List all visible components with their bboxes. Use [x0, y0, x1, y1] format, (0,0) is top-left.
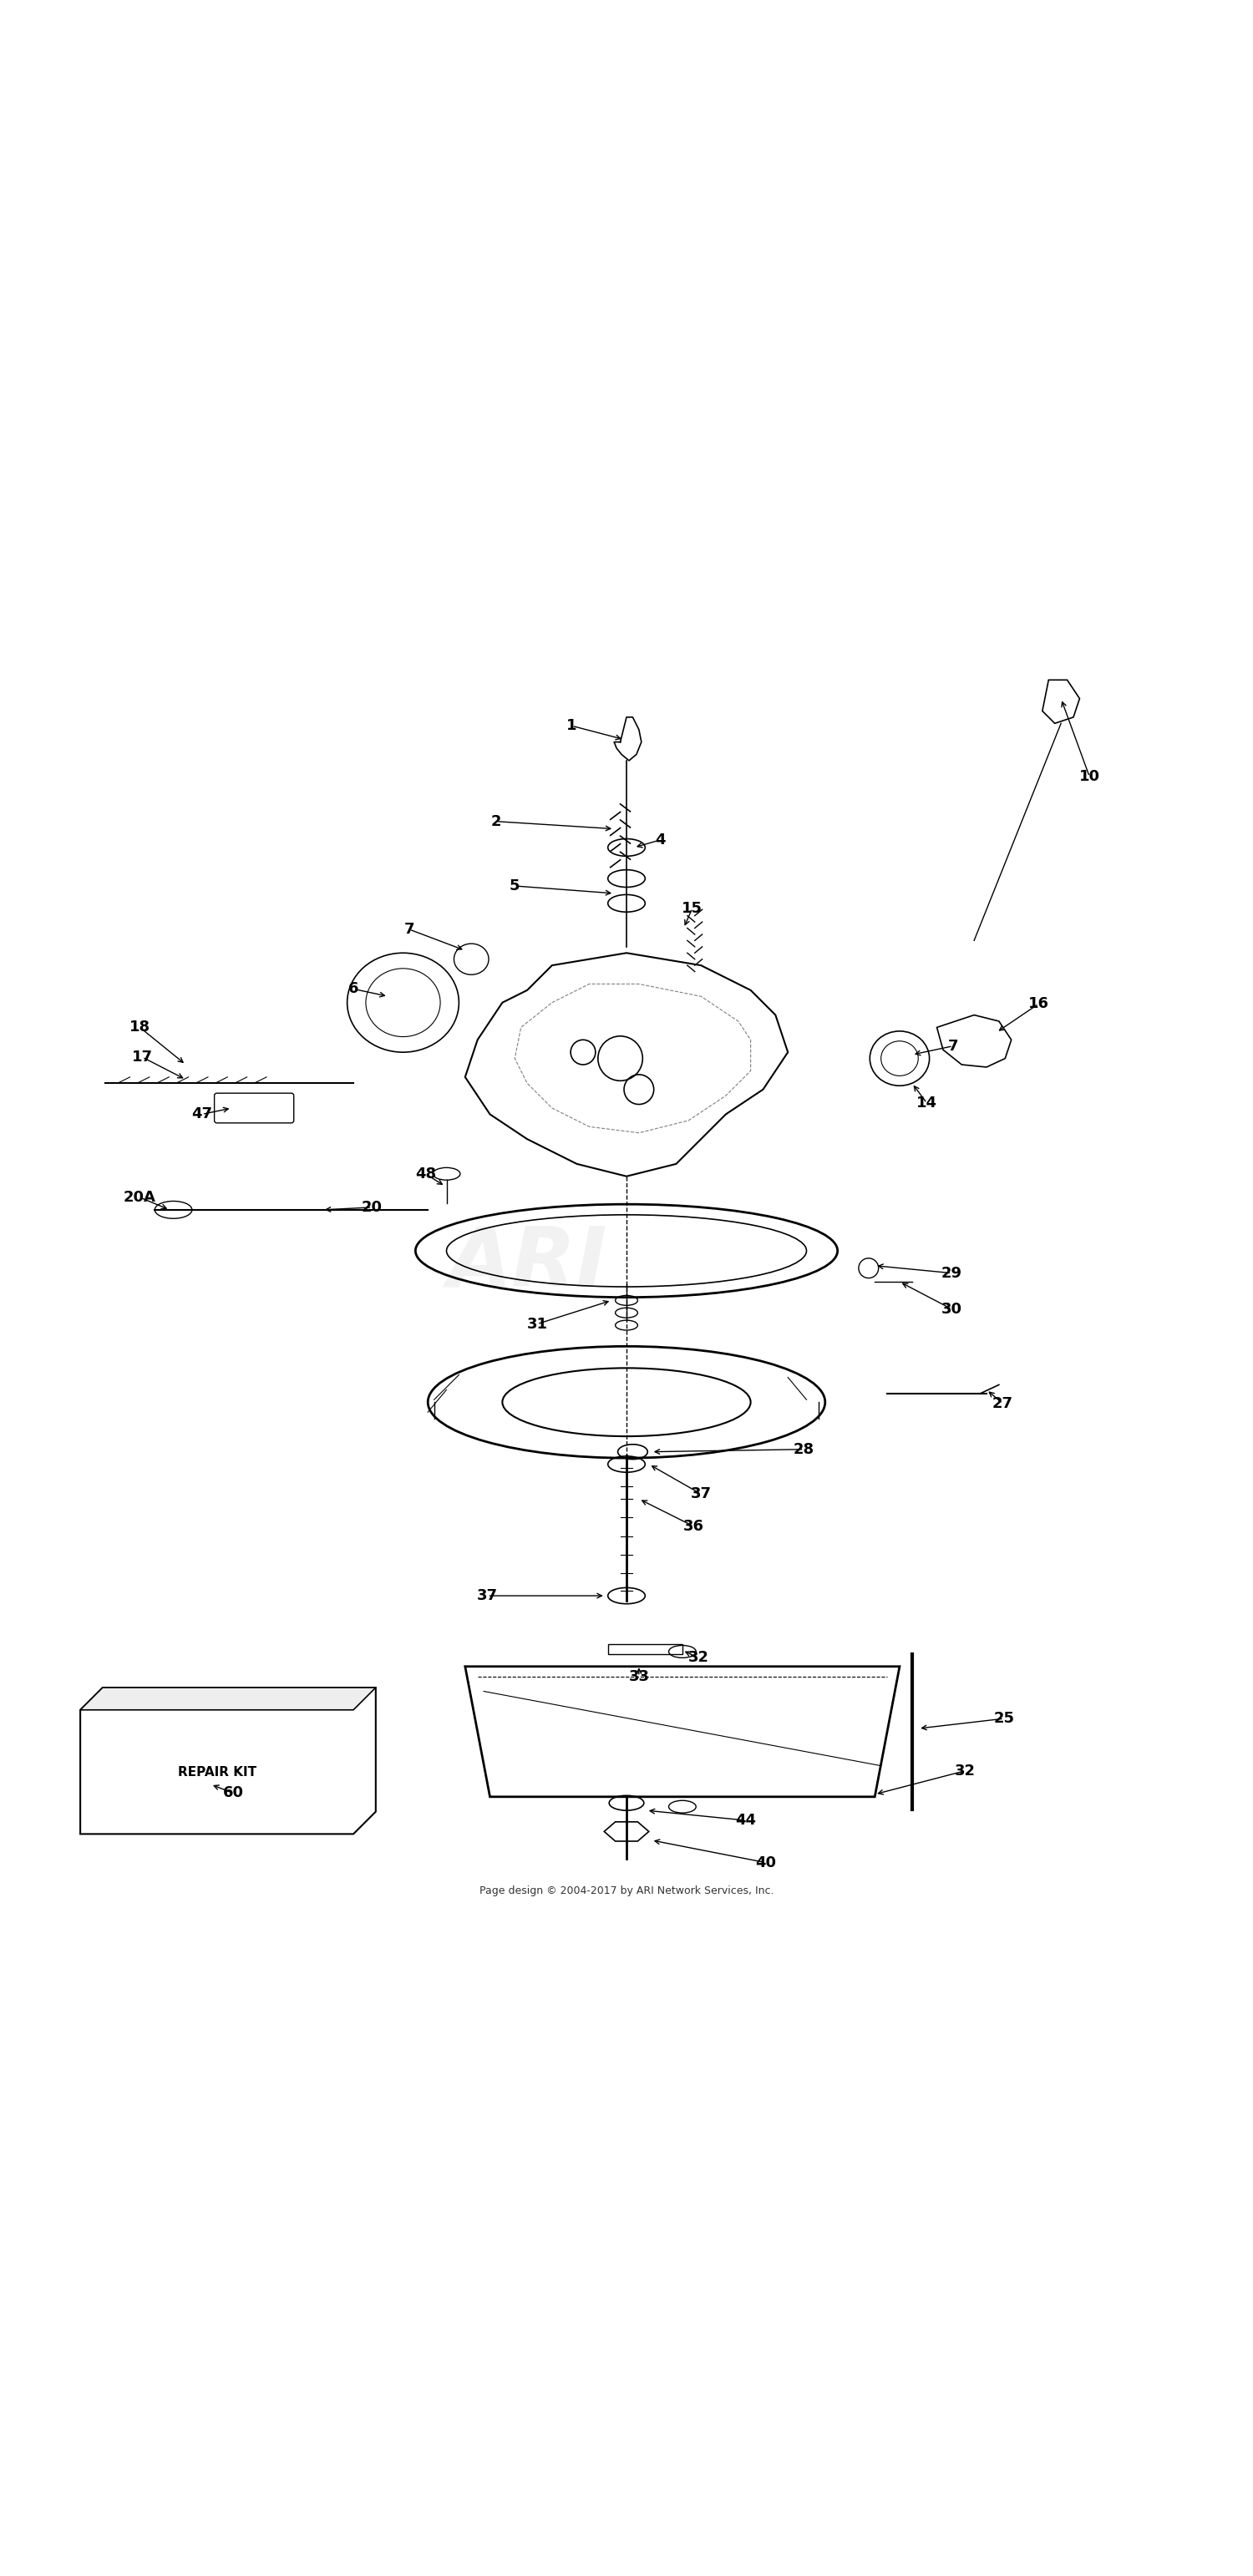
- Text: REPAIR KIT: REPAIR KIT: [178, 1765, 256, 1777]
- Text: 28: 28: [793, 1443, 814, 1458]
- Text: ARI: ARI: [447, 1224, 608, 1303]
- Text: 27: 27: [992, 1396, 1014, 1412]
- Text: Page design © 2004-2017 by ARI Network Services, Inc.: Page design © 2004-2017 by ARI Network S…: [479, 1886, 773, 1896]
- Text: 2: 2: [491, 814, 501, 829]
- Text: 15: 15: [682, 902, 703, 917]
- Text: 25: 25: [994, 1710, 1015, 1726]
- Text: 32: 32: [955, 1762, 976, 1777]
- Text: 17: 17: [132, 1048, 153, 1064]
- Text: 36: 36: [683, 1520, 704, 1533]
- Text: 31: 31: [526, 1316, 548, 1332]
- Text: 47: 47: [192, 1108, 212, 1121]
- Polygon shape: [614, 716, 642, 760]
- Text: 48: 48: [415, 1167, 436, 1182]
- Text: 16: 16: [1029, 997, 1049, 1012]
- Text: 20A: 20A: [124, 1190, 157, 1206]
- Text: 20: 20: [362, 1200, 382, 1216]
- Text: 30: 30: [941, 1301, 962, 1316]
- Text: 6: 6: [348, 981, 358, 997]
- Text: 1: 1: [566, 719, 578, 734]
- Text: 29: 29: [941, 1265, 962, 1280]
- Text: 7: 7: [947, 1038, 959, 1054]
- Text: 14: 14: [916, 1095, 937, 1110]
- Text: 18: 18: [129, 1020, 150, 1036]
- Text: 44: 44: [736, 1814, 756, 1829]
- Text: 60: 60: [223, 1785, 243, 1801]
- Text: 10: 10: [1079, 770, 1100, 783]
- Text: 40: 40: [756, 1855, 776, 1870]
- Text: 4: 4: [655, 832, 665, 848]
- Text: 32: 32: [688, 1651, 709, 1664]
- Polygon shape: [80, 1687, 376, 1710]
- Text: 7: 7: [403, 922, 415, 938]
- Text: 33: 33: [629, 1669, 649, 1685]
- Text: 5: 5: [510, 878, 520, 894]
- Text: 37: 37: [690, 1486, 712, 1502]
- Text: 37: 37: [477, 1589, 497, 1602]
